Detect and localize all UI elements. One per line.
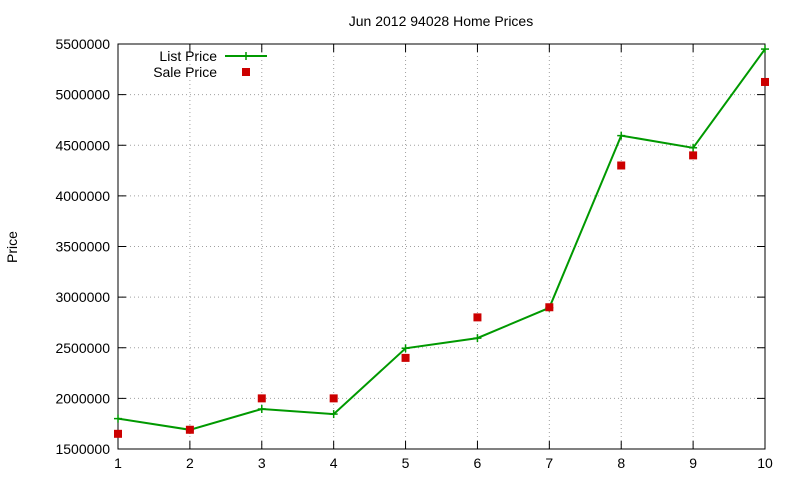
- y-tick-label: 4000000: [55, 188, 110, 204]
- y-tick-label: 3000000: [55, 289, 110, 305]
- sale-price-point: [689, 151, 698, 160]
- list-price-point: [761, 45, 769, 54]
- list-price-point: [473, 334, 482, 343]
- x-tick-label: 10: [757, 455, 773, 471]
- y-tick-label: 5000000: [55, 87, 110, 103]
- sale-price-point: [401, 353, 410, 362]
- y-tick-label: 4500000: [55, 137, 110, 153]
- y-tick-label: 2000000: [55, 390, 110, 406]
- plot-frame: [117, 43, 766, 450]
- list-price-point: [329, 410, 338, 419]
- y-tick-label: 2500000: [55, 340, 110, 356]
- x-tick-label: 5: [402, 455, 410, 471]
- list-price-point: [689, 143, 698, 152]
- legend-label-sale-price: Sale Price: [153, 64, 217, 80]
- sale-price-point: [329, 394, 338, 403]
- sale-price-point: [473, 313, 482, 322]
- x-tick-label: 3: [258, 455, 266, 471]
- list-price-point: [257, 405, 266, 414]
- sale-price-point: [185, 425, 194, 434]
- data-series: [114, 45, 769, 438]
- y-tick-label: 3500000: [55, 239, 110, 255]
- y-tick-label: 5500000: [55, 36, 110, 52]
- list-price-point: [617, 131, 626, 140]
- sale-price-point: [257, 394, 266, 403]
- x-tick-label: 9: [689, 455, 697, 471]
- list-price-line: [117, 48, 766, 431]
- sale-price-point: [114, 429, 122, 438]
- sale-price-point: [545, 303, 554, 312]
- axes: 1500000 2000000 2500000 3000000 3500000 40000…: [55, 36, 773, 471]
- x-tick-label: 6: [474, 455, 482, 471]
- x-tick-label: 7: [545, 455, 553, 471]
- sale-price-point: [617, 161, 626, 170]
- legend-marker-list-price: [242, 52, 250, 60]
- x-tick-label: 2: [186, 455, 194, 471]
- grid-lines: [118, 44, 765, 449]
- x-tick-label: 1: [114, 455, 122, 471]
- x-tick-label: 4: [330, 455, 338, 471]
- x-tick-label: 8: [617, 455, 625, 471]
- legend-marker-sale-price: [242, 68, 250, 76]
- list-price-point: [114, 414, 122, 423]
- y-tick-label: 1500000: [55, 441, 110, 457]
- y-axis-label: Price: [4, 231, 20, 263]
- sale-price-point: [761, 77, 769, 86]
- legend-label-list-price: List Price: [159, 48, 217, 64]
- list-price-point: [401, 344, 410, 353]
- chart-title: Jun 2012 94028 Home Prices: [349, 13, 533, 29]
